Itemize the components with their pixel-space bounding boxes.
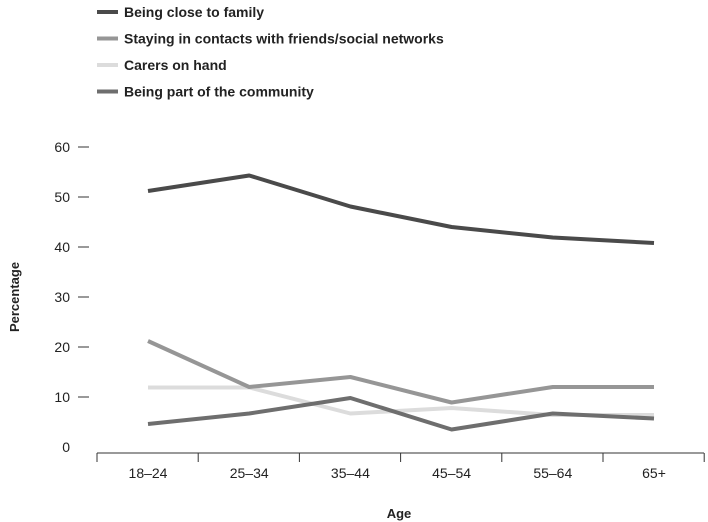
y-axis-ticks: 0 10 20 30 40 50 60	[54, 139, 89, 455]
x-tick-label: 65+	[642, 465, 666, 481]
legend-label: Being close to family	[124, 4, 264, 20]
chart-axes: 0 10 20 30 40 50 60 18–24 25–34 35–44 45–54 55–64 6…	[54, 139, 705, 481]
y-tick-label: 40	[54, 239, 70, 255]
series-line	[147, 396, 655, 432]
legend-label: Carers on hand	[124, 57, 227, 73]
x-tick-label: 45–54	[432, 465, 471, 481]
y-tick-label: 0	[62, 439, 70, 455]
y-tick-label: 50	[54, 189, 70, 205]
series-lines	[147, 173, 655, 432]
y-tick-label: 20	[54, 339, 70, 355]
series-line	[147, 173, 655, 245]
y-tick-label: 30	[54, 289, 70, 305]
legend-label: Being part of the community	[124, 84, 314, 100]
y-axis-label: Percentage	[7, 262, 22, 332]
x-axis-label: Age	[387, 506, 412, 521]
x-tick-label: 55–64	[533, 465, 572, 481]
chart-legend: Being close to family Staying in contacts…	[97, 4, 444, 100]
legend-label: Staying in contacts with friends/social …	[124, 31, 444, 47]
y-tick-label: 10	[54, 389, 70, 405]
x-tick-label: 35–44	[331, 465, 370, 481]
x-axis-ticks: 18–24 25–34 35–44 45–54 55–64 65+	[96, 453, 705, 481]
y-tick-label: 60	[54, 139, 70, 155]
x-tick-label: 25–34	[230, 465, 269, 481]
series-line	[147, 339, 654, 405]
x-tick-label: 18–24	[129, 465, 168, 481]
